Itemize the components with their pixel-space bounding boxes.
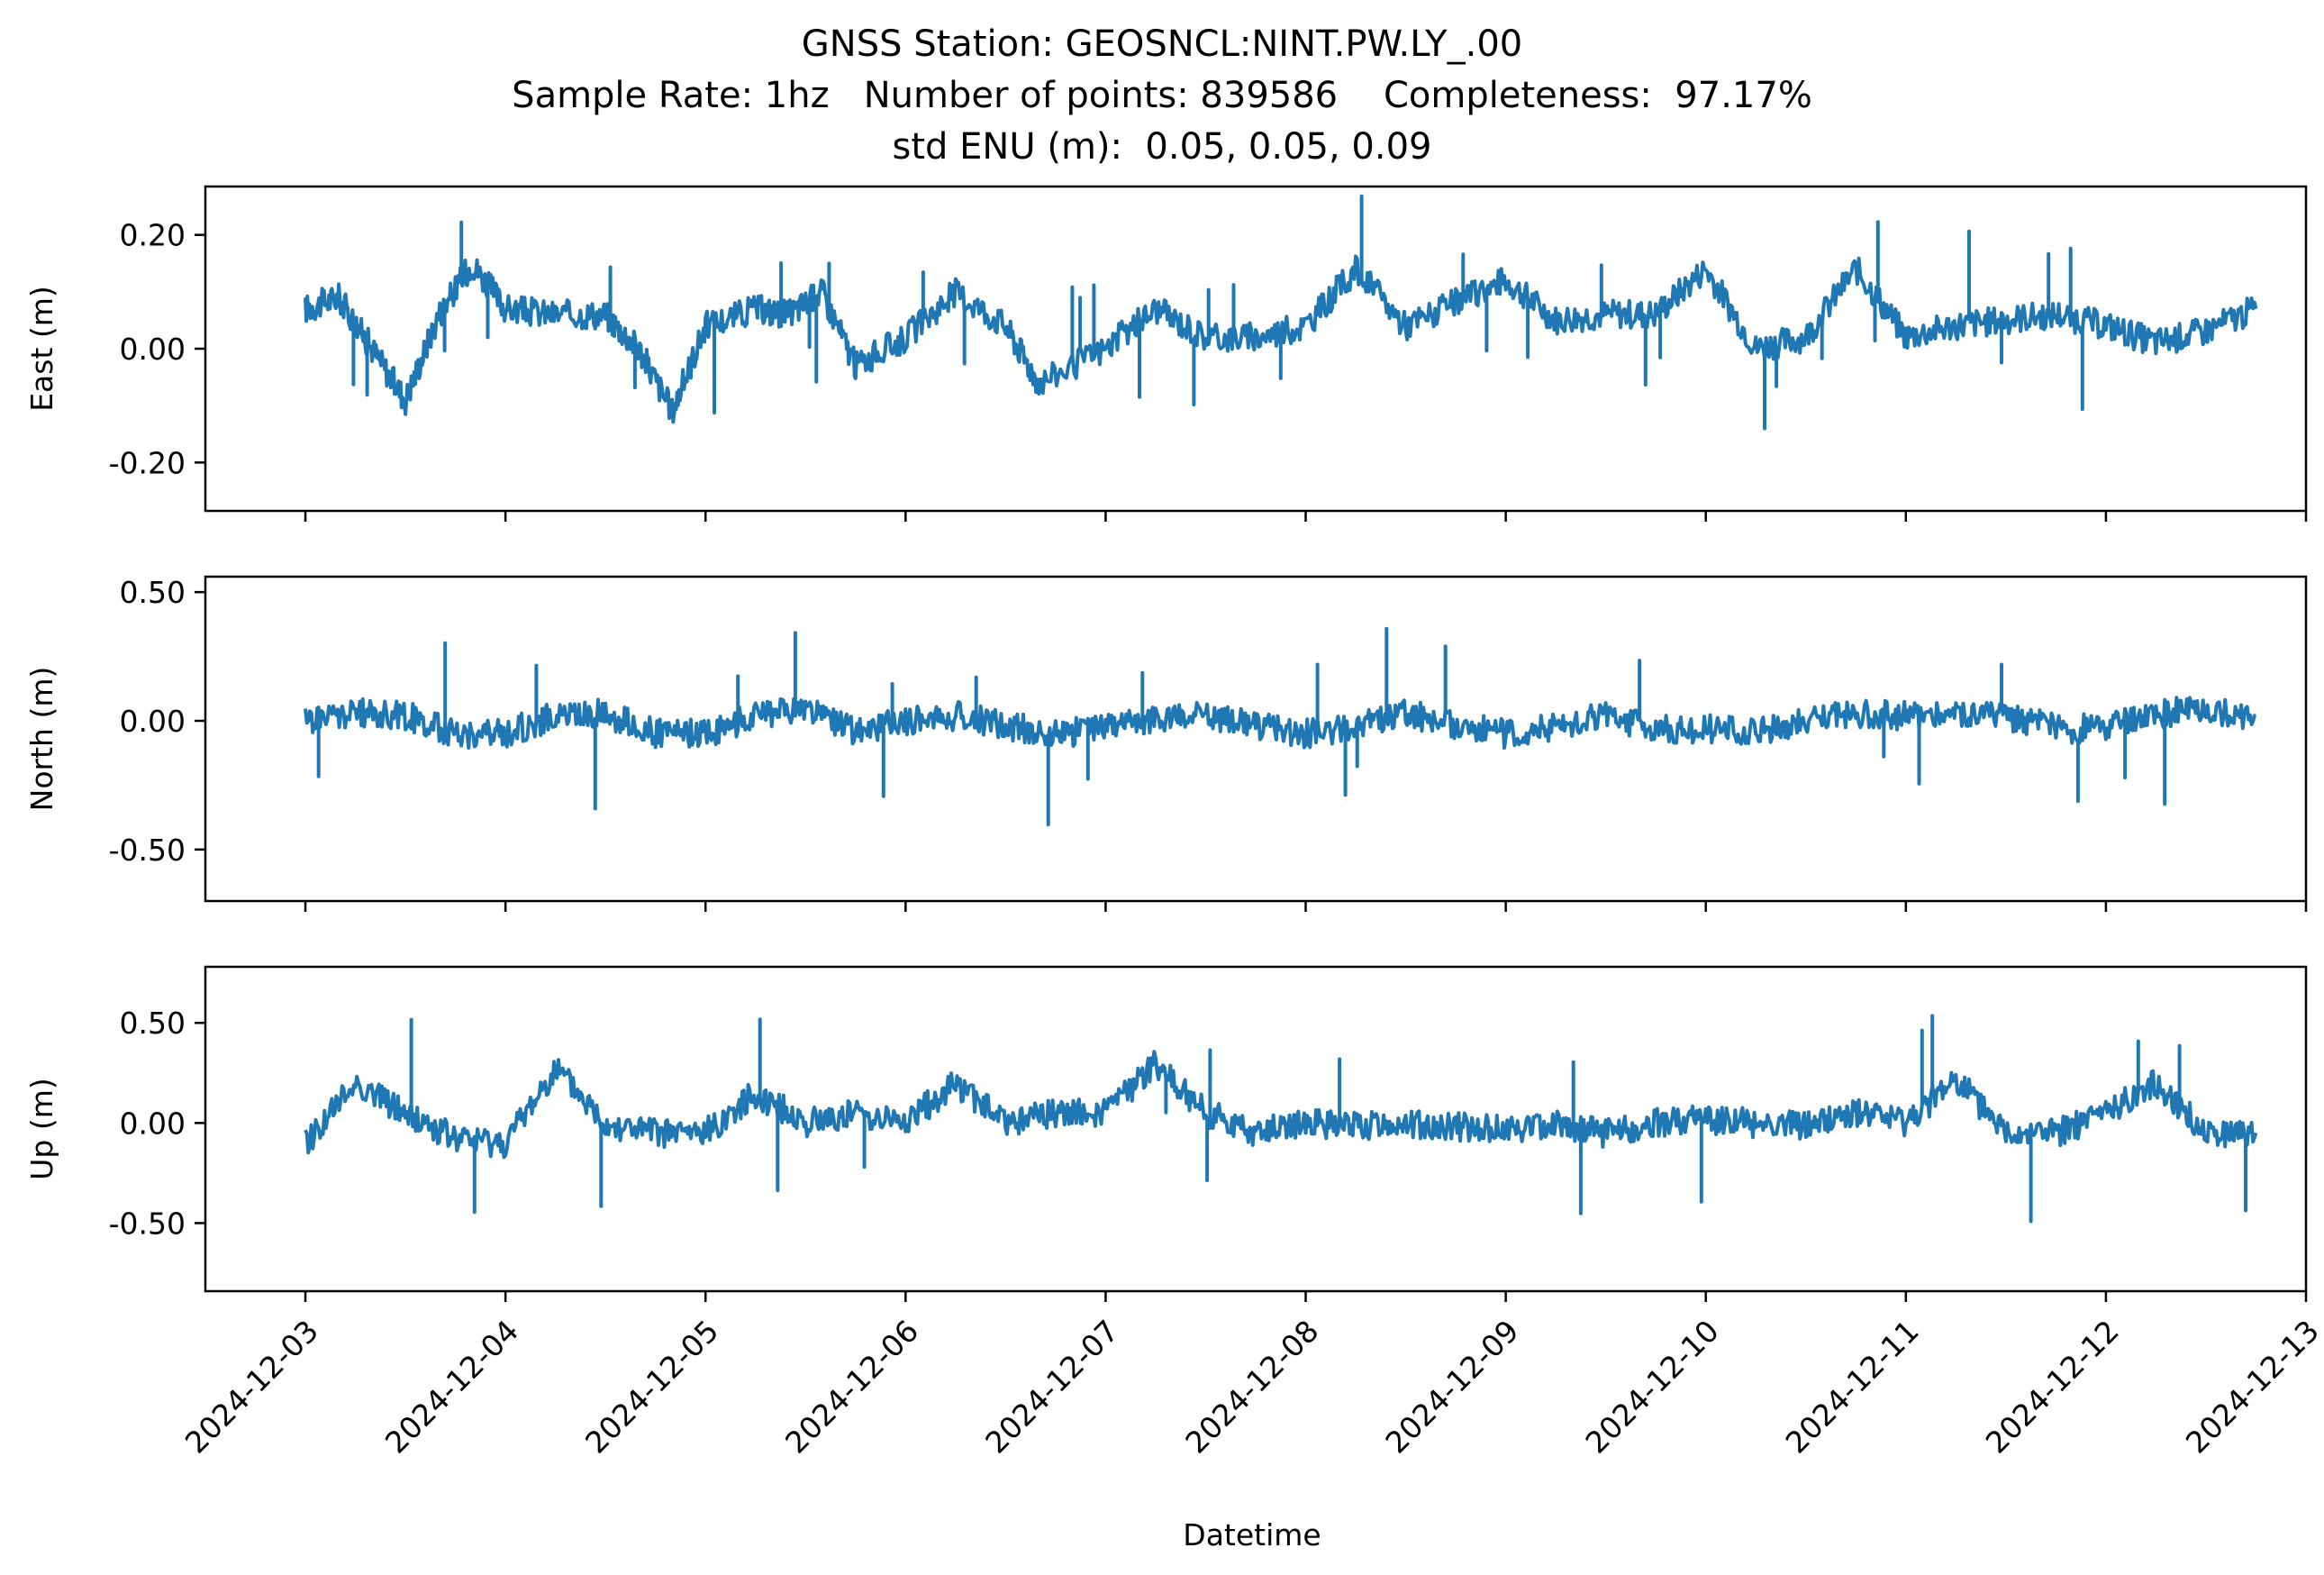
x-tick-label: 2024-12-12 [1979, 1313, 2126, 1460]
x-tick-label: 2024-12-03 [178, 1313, 325, 1460]
chart-title: GNSS Station: GEOSNCL:NINT.PW.LY_.00 [801, 23, 1523, 65]
series-line [304, 1014, 2258, 1224]
series-line [304, 626, 2256, 827]
chart-subtitle-sample-info: Sample Rate: 1hz Number of points: 83958… [512, 75, 1812, 116]
x-tick-label: 2024-12-10 [1579, 1313, 1726, 1460]
x-tick-label: 2024-12-04 [378, 1313, 525, 1460]
series-line [304, 194, 2258, 431]
y-tick-label: 0.00 [120, 332, 186, 367]
x-tick-label: 2024-12-05 [578, 1313, 725, 1460]
panel-2: -0.50 0.00 0.50 North (m) [24, 575, 2308, 912]
y-tick-label: 0.00 [120, 704, 186, 739]
x-axis-label: Datetime [1183, 1517, 1321, 1552]
x-tick-label: 2024-12-13 [2179, 1313, 2324, 1460]
x-tick-label: 2024-12-07 [978, 1313, 1125, 1460]
x-tick-label: 2024-12-08 [1178, 1313, 1325, 1460]
y-tick-label: 0.50 [120, 575, 186, 610]
y-tick-label: 0.00 [120, 1106, 186, 1141]
y-tick-label: -0.50 [109, 833, 186, 868]
plot-frame [204, 965, 2308, 1293]
y-axis-label: North (m) [24, 667, 59, 812]
panel-1: -0.20 0.00 0.20 East (m) [24, 185, 2308, 522]
y-axis-label: Up (m) [24, 1078, 59, 1180]
y-tick-label: 0.20 [120, 218, 186, 253]
x-tick-label: 2024-12-11 [1779, 1313, 1926, 1460]
y-tick-label: 0.50 [120, 1006, 186, 1041]
y-tick-label: -0.20 [109, 445, 186, 480]
y-tick-label: -0.50 [109, 1206, 186, 1241]
x-tick-label: 2024-12-09 [1378, 1313, 1525, 1460]
plot-frame [204, 575, 2308, 903]
x-tick-label: 2024-12-06 [778, 1313, 925, 1460]
chart-subtitle-std: std ENU (m): 0.05, 0.05, 0.09 [892, 126, 1432, 168]
panel-3: -0.50 0.00 0.50 Up (m) 2024-12-03 2024-12-04 2… [24, 965, 2324, 1461]
y-axis-label: East (m) [24, 286, 59, 412]
